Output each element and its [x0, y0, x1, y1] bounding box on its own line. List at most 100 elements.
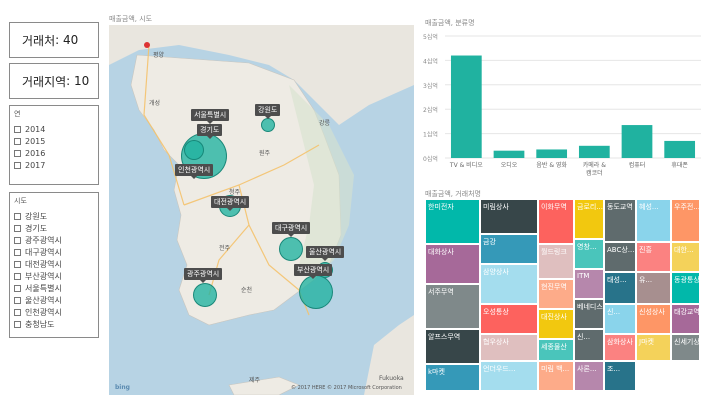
- north-korea-land: [109, 25, 414, 125]
- treemap-tile[interactable]: 서주무역: [425, 284, 480, 329]
- checkbox[interactable]: [14, 296, 21, 304]
- bar[interactable]: [578, 145, 610, 158]
- treemap-tile[interactable]: 미림 백...: [538, 361, 574, 391]
- treemap-tile[interactable]: 대한...: [671, 242, 700, 272]
- year-option[interactable]: 2016: [14, 147, 94, 159]
- year-option[interactable]: 2017: [14, 159, 94, 171]
- bar[interactable]: [621, 125, 653, 158]
- treemap-tile[interactable]: 언더우드...: [480, 361, 538, 391]
- place-jeonju: 전주: [219, 245, 231, 252]
- checkbox[interactable]: [14, 308, 21, 316]
- region-option[interactable]: 경기도: [14, 222, 94, 234]
- region-option[interactable]: 강원도: [14, 210, 94, 222]
- checkbox[interactable]: [14, 149, 21, 157]
- region-option[interactable]: 광주광역시: [14, 234, 94, 246]
- treemap-tile[interactable]: 신세기상사: [671, 334, 700, 361]
- checkbox[interactable]: [14, 161, 21, 169]
- treemap-tile[interactable]: 금강: [480, 234, 538, 264]
- year-option[interactable]: 2015: [14, 135, 94, 147]
- treemap-tile[interactable]: 협우상사: [480, 334, 538, 361]
- treemap-tile[interactable]: 혜성...: [636, 199, 671, 242]
- treemap-tile[interactable]: k마켓: [425, 364, 480, 391]
- bar[interactable]: [664, 140, 696, 158]
- bubble-gwangju[interactable]: [193, 283, 217, 307]
- bar[interactable]: [493, 150, 525, 158]
- bar[interactable]: [450, 55, 482, 158]
- treemap-tile[interactable]: 한미전자: [425, 199, 480, 244]
- bar-chart[interactable]: 0십억 1십억 2십억 3십억 4십억 5십억 TV & 비디오 오디오 음반 & 영화 카메라 …: [423, 28, 706, 188]
- checkbox[interactable]: [14, 284, 21, 292]
- treemap-tile[interactable]: 현진무역: [538, 279, 574, 309]
- treemap-tile[interactable]: 신...: [574, 329, 604, 361]
- treemap-tile[interactable]: 우주전...: [671, 199, 700, 242]
- treemap-tile[interactable]: 삼화상사: [604, 334, 636, 361]
- treemap-tile[interactable]: 이화무역: [538, 199, 574, 244]
- place-gangneung: 강릉: [319, 120, 331, 127]
- bubble-gangwon[interactable]: [261, 118, 275, 132]
- treemap-tile[interactable]: 오성통상: [480, 304, 538, 334]
- checkbox[interactable]: [14, 248, 21, 256]
- bing-logo: bing: [115, 384, 130, 391]
- treemap-tile[interactable]: 베네디스: [574, 299, 604, 329]
- treemap-tile[interactable]: 동광통상: [671, 272, 700, 304]
- treemap-tile[interactable]: 사론...: [574, 361, 604, 391]
- bubble-gyeonggi[interactable]: [184, 140, 204, 160]
- place-jeju: 제주: [249, 377, 261, 384]
- region-option[interactable]: 충청남도: [14, 318, 94, 330]
- checkbox[interactable]: [14, 212, 21, 220]
- checkbox[interactable]: [14, 224, 21, 232]
- treemap-tile[interactable]: ABC상...: [604, 242, 636, 272]
- bar[interactable]: [536, 149, 568, 158]
- map-copyright: © 2017 HERE © 2017 Microsoft Corporation: [291, 385, 402, 391]
- region-option[interactable]: 부산광역시: [14, 270, 94, 282]
- y-tick-label: 3십억: [423, 82, 438, 90]
- checkbox[interactable]: [14, 320, 21, 328]
- year-option[interactable]: 2014: [14, 123, 94, 135]
- region-option[interactable]: 인천광역시: [14, 306, 94, 318]
- treemap-tile[interactable]: 신성상사: [636, 304, 671, 334]
- year-option-label: 2015: [25, 136, 46, 146]
- map-label-incheon: 인천광역시: [175, 164, 214, 179]
- treemap-tile[interactable]: 금로리...: [574, 199, 604, 239]
- region-option[interactable]: 대구광역시: [14, 246, 94, 258]
- checkbox[interactable]: [14, 260, 21, 268]
- region-option-label: 인천광역시: [25, 307, 62, 317]
- checkbox[interactable]: [14, 272, 21, 280]
- map-label-busan: 부산광역시: [294, 264, 333, 279]
- checkbox[interactable]: [14, 137, 21, 145]
- region-option-label: 경기도: [25, 223, 48, 233]
- bubble-daegu[interactable]: [279, 237, 303, 261]
- region-option-label: 광주광역시: [25, 235, 62, 245]
- treemap-tile[interactable]: 미림상사: [480, 199, 538, 234]
- region-count-value: 10: [74, 74, 90, 88]
- treemap-tile[interactable]: 신...: [604, 304, 636, 334]
- treemap-tile[interactable]: J마켓: [636, 334, 671, 361]
- treemap-tile[interactable]: 알프스무역: [425, 329, 480, 364]
- region-option[interactable]: 대전광역시: [14, 258, 94, 270]
- treemap-tile[interactable]: 세종물산: [538, 339, 574, 361]
- jeju-island: [228, 376, 300, 395]
- treemap-tile[interactable]: 진흥: [636, 242, 671, 272]
- checkbox[interactable]: [14, 125, 21, 133]
- treemap-tile[interactable]: 영창...: [574, 239, 604, 269]
- treemap-tile[interactable]: 유...: [636, 272, 671, 304]
- sales-map[interactable]: 평양 개성 강릉 원주 청주 전주 순천 제주 서울특별시 강원도 경기도 인천…: [109, 25, 414, 395]
- treemap-tile[interactable]: 태강교역: [671, 304, 700, 334]
- mountain-region: [289, 85, 354, 275]
- treemap-tile[interactable]: 태성...: [604, 272, 636, 304]
- checkbox[interactable]: [14, 236, 21, 244]
- treemap-tile[interactable]: ITM: [574, 269, 604, 299]
- treemap[interactable]: 한미전자 미림상사 이화무역 금로리... 동도교역 혜성... 우주전... 대화상사 금강 월…: [425, 199, 700, 391]
- customer-count-value: 40: [62, 33, 79, 47]
- treemap-tile[interactable]: 조...: [604, 361, 636, 391]
- map-label-gyeonggi: 경기도: [197, 124, 223, 139]
- treemap-tile[interactable]: 삼양상사: [480, 264, 538, 304]
- bubble-busan[interactable]: [299, 275, 333, 309]
- treemap-tile[interactable]: 월드링크: [538, 244, 574, 279]
- treemap-tile[interactable]: 동도교역: [604, 199, 636, 242]
- region-option[interactable]: 서울특별시: [14, 282, 94, 294]
- region-option[interactable]: 울산광역시: [14, 294, 94, 306]
- treemap-tile[interactable]: 대진상사: [538, 309, 574, 339]
- place-cheongju: 청주: [229, 189, 241, 196]
- treemap-tile[interactable]: 대화상사: [425, 244, 480, 284]
